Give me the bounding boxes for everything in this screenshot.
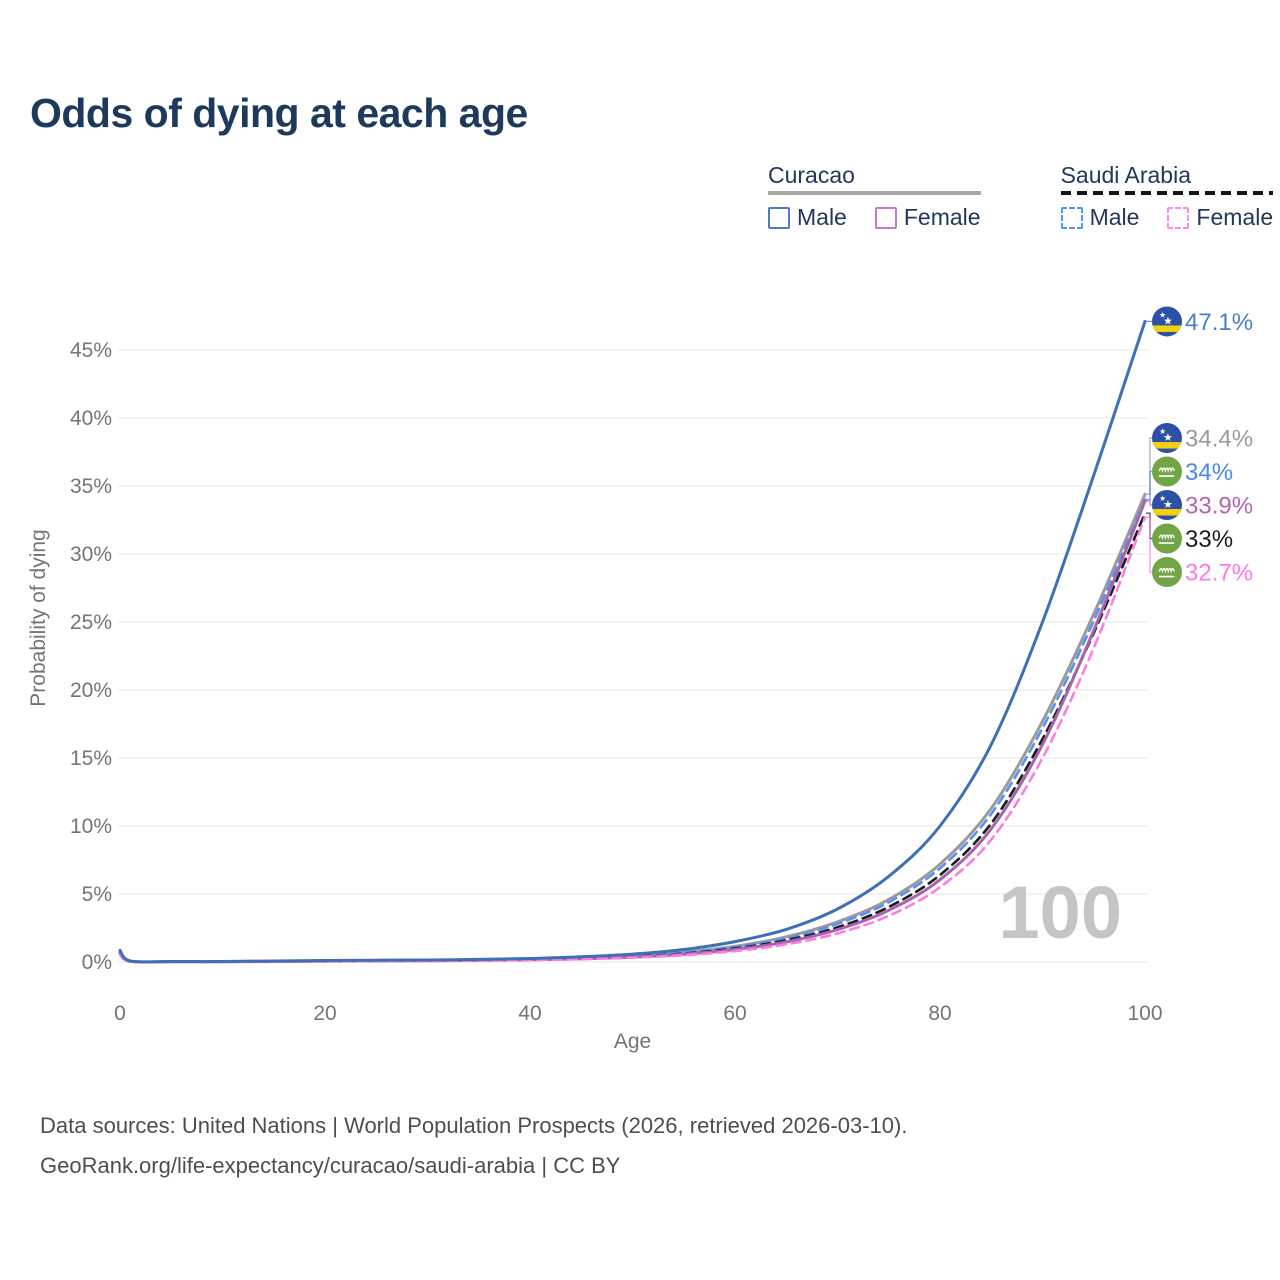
series-line-curacao-male bbox=[118, 319, 1147, 964]
legend-group-saudi-arabia: Saudi Arabia Male Female bbox=[1060, 162, 1274, 231]
curacao-flag-icon: ★★ bbox=[1152, 423, 1182, 454]
end-value-label-curacao-male: 47.1% bbox=[1185, 309, 1253, 336]
y-tick-label: 5% bbox=[82, 883, 112, 906]
end-value-label-saudi-male: 34% bbox=[1185, 459, 1233, 486]
curacao-flag-icon: ★★ bbox=[1152, 490, 1182, 521]
x-tick-label: 0 bbox=[114, 1002, 126, 1025]
label-connector-saudi-female bbox=[1146, 516, 1152, 573]
y-tick-label: 45% bbox=[70, 339, 112, 362]
svg-text:★: ★ bbox=[1163, 432, 1173, 444]
x-tick-label: 40 bbox=[518, 1002, 541, 1025]
svg-text:★: ★ bbox=[1159, 427, 1166, 436]
label-connector-curacao-female bbox=[1146, 500, 1152, 506]
y-tick-label: 20% bbox=[70, 679, 112, 702]
saudi-female-swatch bbox=[1167, 206, 1190, 229]
end-value-label-saudi-female: 32.7% bbox=[1185, 560, 1253, 587]
series-line-curacao-both bbox=[118, 492, 1147, 964]
legend-label: Female bbox=[1196, 204, 1274, 230]
watermark-age-100: 100 bbox=[999, 871, 1122, 954]
legend-row-curacao: Male Female bbox=[768, 204, 981, 231]
y-tick-label: 35% bbox=[70, 475, 112, 498]
x-tick-label: 100 bbox=[1127, 1002, 1162, 1025]
y-tick-label: 30% bbox=[70, 543, 112, 566]
legend-label: Male bbox=[1089, 204, 1140, 230]
end-value-label-curacao-both: 34.4% bbox=[1185, 426, 1253, 453]
page-title: Odds of dying at each age bbox=[30, 90, 528, 136]
curacao-female-swatch bbox=[874, 206, 897, 229]
data-sources-line: Data sources: United Nations | World Pop… bbox=[40, 1113, 908, 1138]
series-line-saudi-both bbox=[118, 511, 1147, 964]
label-connector-curacao-both bbox=[1146, 437, 1152, 495]
x-tick-label: 80 bbox=[928, 1002, 951, 1025]
curacao-male-swatch bbox=[768, 206, 790, 229]
saudi-arabia-flag-icon bbox=[1152, 557, 1182, 588]
series-line-saudi-female bbox=[118, 516, 1147, 964]
series-line-curacao-female bbox=[118, 499, 1147, 964]
x-tick-label: 60 bbox=[723, 1002, 746, 1025]
legend-item-saudi-female[interactable]: Female bbox=[1167, 204, 1273, 231]
x-tick-label: 20 bbox=[313, 1002, 336, 1025]
legend-header-curacao: Curacao bbox=[768, 162, 855, 188]
x-axis-title: Age bbox=[614, 1030, 651, 1053]
svg-text:★: ★ bbox=[1159, 494, 1166, 503]
legend-label: Female bbox=[903, 204, 981, 230]
curacao-flag-icon: ★★ bbox=[1152, 306, 1182, 337]
legend-label: Male bbox=[797, 204, 847, 230]
legend-item-curacao-female[interactable]: Female bbox=[874, 204, 981, 231]
saudi-arabia-flag-icon bbox=[1152, 523, 1182, 554]
y-tick-label: 0% bbox=[82, 951, 112, 974]
y-tick-label: 15% bbox=[70, 747, 112, 770]
svg-text:★: ★ bbox=[1163, 499, 1173, 511]
y-tick-label: 25% bbox=[70, 611, 112, 634]
label-connector-saudi-male bbox=[1146, 470, 1152, 501]
legend-group-curacao: Curacao Male Female bbox=[768, 162, 981, 231]
legend-item-curacao-male[interactable]: Male bbox=[768, 204, 847, 231]
end-value-label-curacao-female: 33.9% bbox=[1185, 493, 1253, 520]
legend-row-saudi-arabia: Male Female bbox=[1060, 204, 1273, 231]
y-axis-title: Probability of dying bbox=[27, 529, 50, 706]
source-url-line: GeoRank.org/life-expectancy/curacao/saud… bbox=[40, 1153, 621, 1178]
curacao-line-style-sample bbox=[768, 191, 981, 195]
svg-text:★: ★ bbox=[1159, 310, 1166, 319]
legend-item-saudi-male[interactable]: Male bbox=[1060, 204, 1140, 231]
end-value-label-saudi-both: 33% bbox=[1185, 526, 1233, 553]
svg-text:★: ★ bbox=[1163, 315, 1173, 327]
footer-attribution: Data sources: United Nations | World Pop… bbox=[40, 1106, 907, 1186]
y-tick-label: 40% bbox=[70, 407, 112, 430]
series-line-saudi-male bbox=[118, 498, 1147, 964]
saudi-arabia-flag-icon bbox=[1152, 456, 1182, 487]
legend-header-saudi-arabia: Saudi Arabia bbox=[1060, 162, 1191, 188]
y-tick-label: 10% bbox=[70, 815, 112, 838]
legend: Curacao Male Female Saudi Arabia Male Fe… bbox=[768, 162, 1274, 231]
saudi-male-swatch bbox=[1060, 206, 1083, 229]
saudi-arabia-line-style-sample bbox=[1060, 191, 1274, 195]
